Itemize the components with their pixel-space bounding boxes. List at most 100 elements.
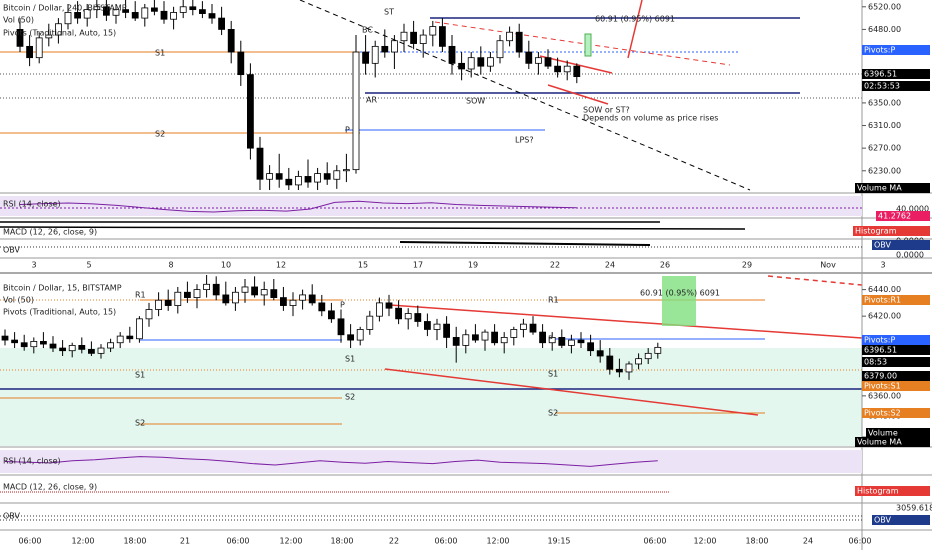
candle-body <box>385 302 393 309</box>
x-tick-label: 12:00 <box>486 537 509 546</box>
annotation: LPS? <box>515 136 534 145</box>
tag-label: 6396.51 <box>864 346 897 355</box>
candle-body <box>241 286 249 293</box>
candle-body <box>635 358 642 365</box>
candle-body <box>294 176 302 186</box>
tag-bg <box>876 211 930 221</box>
candle-body <box>256 147 264 180</box>
x-tick-label: 15 <box>358 261 368 270</box>
candle-body <box>337 318 345 336</box>
candle-body <box>467 57 475 70</box>
x-tick-label: 19:15 <box>547 537 570 546</box>
annotation: 60.91 (0.95%) 6091 <box>640 289 720 298</box>
tag-label: Pivots:R1 <box>864 296 901 305</box>
tag-bg <box>872 240 930 250</box>
candle-body <box>342 169 350 172</box>
candle-body <box>323 173 331 180</box>
candle-body <box>218 17 226 30</box>
candle-body <box>251 286 259 296</box>
annotation: MACD (12, 26, close, 9) <box>3 228 97 237</box>
x-tick-label: 06:00 <box>848 537 871 546</box>
candle-body <box>304 176 312 183</box>
candle-body <box>93 6 101 11</box>
candle-body <box>395 307 403 320</box>
candle-body <box>452 337 460 346</box>
macd-line <box>0 226 746 230</box>
candle-body <box>35 37 43 59</box>
candle-body <box>438 26 446 47</box>
candle-body <box>11 339 19 344</box>
price-tag: Volume MA <box>855 183 930 193</box>
candle-body <box>174 291 182 306</box>
candle-body <box>40 341 47 345</box>
tag-bg <box>862 335 930 345</box>
candle-body <box>558 337 566 346</box>
candle-body <box>491 331 499 344</box>
tag-label: OBV <box>874 516 892 525</box>
candle-body <box>644 352 652 360</box>
candle-body <box>506 31 514 42</box>
candle-body <box>20 342 28 348</box>
annotation: P <box>340 301 345 310</box>
legend-entry: Pivots (Traditional, Auto, 15) <box>3 29 116 38</box>
x-tick-label: 29 <box>742 261 752 270</box>
tag-bg <box>862 381 930 391</box>
candle-body <box>55 23 62 36</box>
candle-body <box>404 313 412 320</box>
candle-body <box>443 323 451 338</box>
annotation: RSI (14, close) <box>3 200 61 209</box>
annotation: SOW <box>466 97 485 106</box>
annotation: 60.91 (0.95%) 6091 <box>595 15 675 24</box>
y-tick-label: 6420.00 <box>868 312 901 321</box>
candle-body <box>155 299 163 310</box>
tag-bg <box>862 295 930 305</box>
candle-body <box>429 26 437 36</box>
tag-bg <box>862 357 930 367</box>
y-tick-label: 6230.00 <box>868 166 901 175</box>
candle-body <box>477 57 485 67</box>
candle-body <box>112 9 120 16</box>
annotation: S2 <box>548 409 558 418</box>
candle-body <box>573 65 581 78</box>
annotation: S2 <box>345 393 355 402</box>
x-tick-label: 22 <box>389 537 399 546</box>
tag-bg <box>862 408 930 418</box>
price-tag: Volume <box>866 428 930 438</box>
candle-body <box>103 6 110 16</box>
candle-body <box>116 335 124 344</box>
candle-body <box>131 12 139 19</box>
candle-body <box>122 9 129 13</box>
legend-entry: Vol (50) <box>3 16 34 25</box>
candle-body <box>97 347 105 354</box>
candle-body <box>352 51 360 171</box>
candle-body <box>587 342 594 352</box>
legend-entry: Pivots (Traditional, Auto, 15) <box>3 308 116 317</box>
price-tag: Pivots:P <box>862 45 930 55</box>
tag-label: 02:53:53 <box>864 82 900 91</box>
annotation: RSI (14, close) <box>3 457 61 466</box>
candle-body <box>59 347 66 352</box>
candles <box>1 275 662 380</box>
x-tick-label: 10 <box>221 261 231 270</box>
candle-body <box>515 31 523 53</box>
candle-body <box>78 344 86 350</box>
x-tick-label: 26 <box>660 261 670 270</box>
candle-body <box>471 334 479 341</box>
annotation: P <box>345 126 350 135</box>
annotation: 0.0000 <box>896 251 924 260</box>
tag-label: Volume MA <box>857 438 902 447</box>
tag-bg <box>862 45 930 55</box>
candle-body <box>520 323 527 330</box>
y-tick-label: 6360.00 <box>868 391 901 400</box>
annotation: S2 <box>135 419 145 428</box>
tag-label: Volume MA <box>857 184 902 193</box>
tag-label: Pivots:P <box>864 336 896 345</box>
y-tick-label: 6350.00 <box>868 98 901 107</box>
candle-body <box>423 321 431 330</box>
candle-body <box>327 310 335 320</box>
x-tick-label: 12:00 <box>71 537 94 546</box>
candle-body <box>347 334 355 341</box>
candle-body <box>183 291 191 298</box>
price-tag: OBV <box>872 240 930 250</box>
